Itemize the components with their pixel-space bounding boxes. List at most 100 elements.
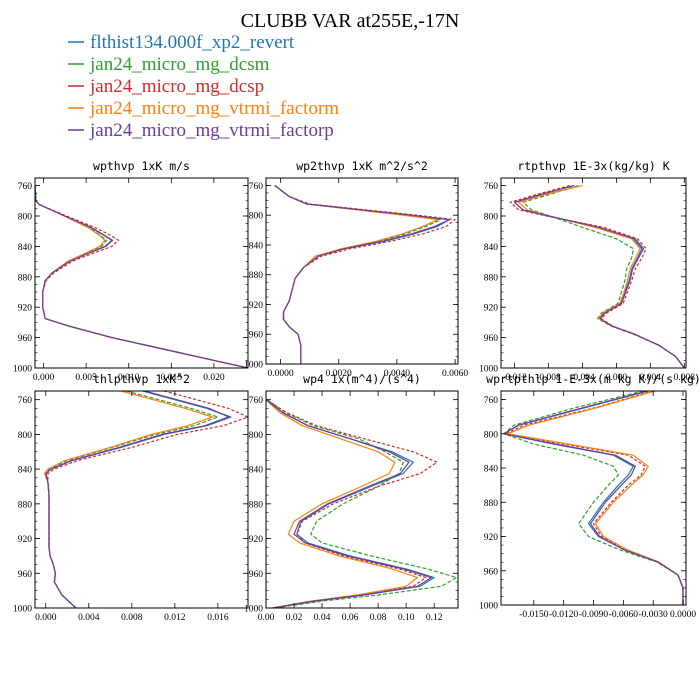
x-tick-label: 0.012 xyxy=(164,613,186,623)
legend: flthist134.000f_xp2_revert jan24_micro_mg… xyxy=(68,32,339,141)
y-tick-label: 760 xyxy=(484,396,499,406)
series-line-2 xyxy=(267,399,458,608)
y-tick-label: 1000 xyxy=(479,365,498,375)
x-tick-label: 0.020 xyxy=(203,373,225,383)
series-line-3 xyxy=(266,399,438,608)
y-tick-label: 960 xyxy=(249,331,264,341)
y-tick-label: 920 xyxy=(18,304,33,314)
series-line-4 xyxy=(518,185,685,368)
x-tick-label: 0.000 xyxy=(33,373,55,383)
x-tick-label: 0.04 xyxy=(314,613,331,623)
series-line-1 xyxy=(35,185,248,368)
panel-title: wpthvp 1xK m/s xyxy=(93,159,190,173)
x-tick-label: 0.004 xyxy=(78,613,100,623)
chart-panel: thlpthvp 1xK^276080084088092096010000.00… xyxy=(13,372,249,623)
y-tick-label: 920 xyxy=(18,535,33,545)
series-line-3 xyxy=(274,184,456,364)
plot-frame xyxy=(500,177,687,369)
y-tick-label: 920 xyxy=(249,535,264,545)
x-tick-label: -0.012 xyxy=(502,373,527,383)
y-tick-label: 880 xyxy=(484,273,499,283)
series-line-4 xyxy=(44,391,214,608)
y-tick-label: 1000 xyxy=(13,605,32,615)
y-tick-label: 840 xyxy=(18,466,33,476)
y-tick-label: 800 xyxy=(249,212,264,222)
series-line-3 xyxy=(505,391,684,605)
x-tick-label: 0.02 xyxy=(286,613,303,623)
chart-panel: wpthvp 1xK m/s76080084088092096010000.00… xyxy=(13,159,249,383)
x-tick-label: 0.0060 xyxy=(442,369,468,379)
y-tick-label: 760 xyxy=(18,396,33,406)
x-tick-label: 0.004 xyxy=(640,373,662,383)
y-tick-label: 880 xyxy=(18,500,33,510)
series-line-2 xyxy=(44,391,219,608)
y-tick-label: 880 xyxy=(18,273,33,283)
x-tick-label: 0.010 xyxy=(118,373,140,383)
x-tick-label: -0.0060 xyxy=(609,610,639,620)
series-line-5 xyxy=(274,184,450,364)
series-line-3 xyxy=(35,185,248,368)
series-line-1 xyxy=(266,399,435,608)
y-tick-label: 760 xyxy=(249,182,264,192)
series-line-1 xyxy=(45,391,232,608)
y-tick-label: 960 xyxy=(18,334,33,344)
legend-label: jan24_micro_mg_vtrmi_factorm xyxy=(89,98,339,119)
x-tick-label: 0.016 xyxy=(207,613,229,623)
series-line-4 xyxy=(266,399,418,608)
figure-title: CLUBB VAR at255E,-17N xyxy=(241,10,460,32)
y-tick-label: 1000 xyxy=(479,602,498,612)
x-tick-label: -0.0090 xyxy=(579,610,609,620)
x-tick-label: 0.000 xyxy=(606,373,628,383)
panel-title: wp2thvp 1xK m^2/s^2 xyxy=(296,159,428,173)
y-tick-label: 800 xyxy=(18,213,33,223)
panel-title: wprtpthlp 1-E-3x(m kg K)/(s kg) xyxy=(486,372,700,386)
legend-label: flthist134.000f_xp2_revert xyxy=(90,32,295,53)
x-tick-label: 0.0040 xyxy=(384,369,410,379)
y-tick-label: 840 xyxy=(484,243,499,253)
series-line-5 xyxy=(513,185,685,368)
x-tick-label: -0.0150 xyxy=(519,610,549,620)
series-line-2 xyxy=(274,184,442,364)
x-tick-label: -0.004 xyxy=(570,373,595,383)
y-tick-label: 760 xyxy=(18,182,33,192)
x-tick-label: -0.0030 xyxy=(639,610,669,620)
y-tick-label: 960 xyxy=(249,570,264,580)
plot-frame xyxy=(34,390,249,609)
x-tick-label: 0.0020 xyxy=(326,369,352,379)
x-tick-label: 0.008 xyxy=(121,613,143,623)
panel-title: thlpthvp 1xK^2 xyxy=(93,372,190,386)
y-tick-label: 840 xyxy=(484,465,499,475)
series-group xyxy=(503,391,684,605)
y-tick-label: 840 xyxy=(249,241,264,251)
y-tick-label: 880 xyxy=(484,499,499,509)
x-tick-label: -0.008 xyxy=(536,373,561,383)
y-tick-label: 800 xyxy=(484,213,499,223)
x-tick-label: 0.000 xyxy=(35,613,57,623)
chart-panel: wp4 1x(m^4)/(s^4)76080084088092096010000… xyxy=(244,372,459,623)
series-line-5 xyxy=(35,185,248,368)
y-tick-label: 920 xyxy=(249,301,264,311)
plot-frame xyxy=(34,177,249,369)
chart-panel: rtpthvp 1E-3x(kg/kg) K 760 800 840 880 920 960… xyxy=(479,159,695,383)
y-tick-label: 840 xyxy=(249,466,264,476)
series-line-2 xyxy=(522,185,685,368)
y-tick-label: 800 xyxy=(18,431,33,441)
y-tick-label: 1000 xyxy=(244,361,263,371)
y-tick-label: 1000 xyxy=(13,365,32,375)
x-tick-label: 0.008 xyxy=(674,373,696,383)
chart-panel: wprtpthlp 1-E-3x(m kg K)/(s kg) 760 800 840… xyxy=(479,372,700,620)
y-tick-label: 800 xyxy=(249,431,264,441)
x-tick-label: 0.015 xyxy=(161,373,183,383)
series-group xyxy=(35,185,248,368)
series-line-1 xyxy=(274,184,450,364)
y-tick-label: 920 xyxy=(484,533,499,543)
series-line-5 xyxy=(266,399,432,608)
y-tick-label: 800 xyxy=(484,430,499,440)
series-line-3 xyxy=(47,391,248,608)
series-group xyxy=(266,399,458,608)
x-tick-label: -0.0120 xyxy=(549,610,579,620)
series-line-4 xyxy=(507,391,684,605)
series-group xyxy=(274,184,456,364)
series-group xyxy=(509,185,685,368)
legend-label: jan24_micro_mg_vtrmi_factorp xyxy=(89,120,334,141)
